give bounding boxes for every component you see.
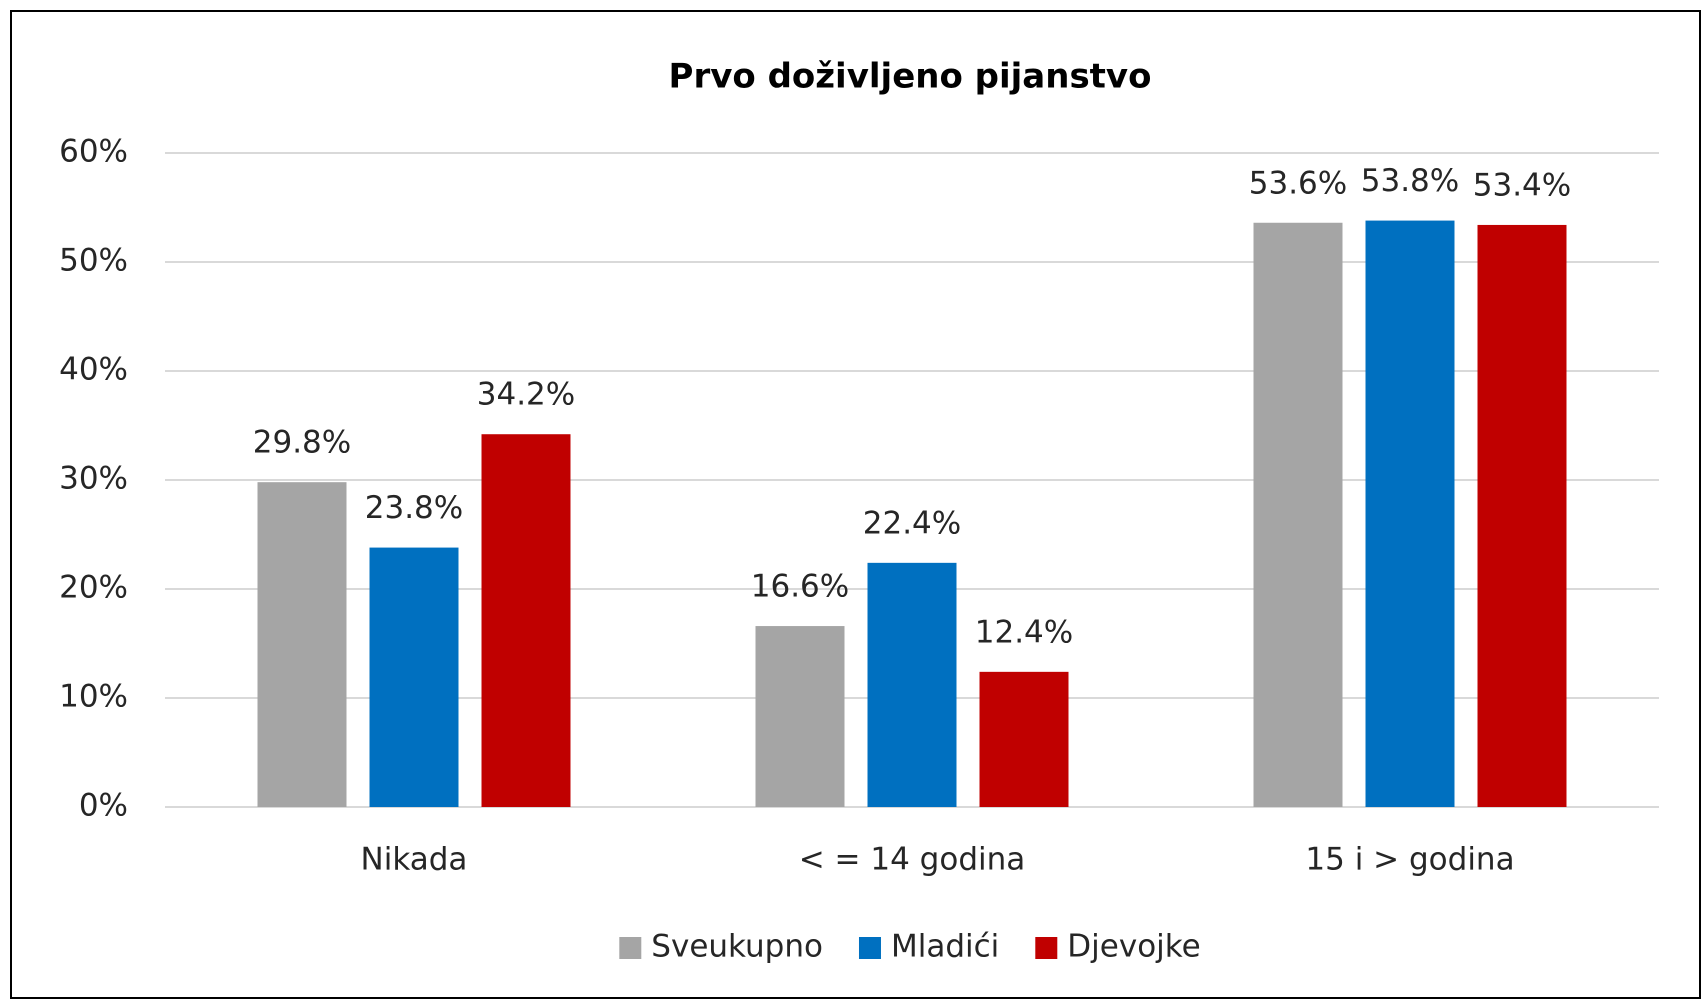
bar xyxy=(755,626,845,807)
x-tick-label: Nikada xyxy=(361,842,468,878)
data-label: 53.8% xyxy=(1361,163,1459,199)
y-tick-label: 30% xyxy=(59,461,128,497)
legend-swatch xyxy=(619,937,642,959)
y-tick-label: 60% xyxy=(59,134,128,170)
data-label: 16.6% xyxy=(751,569,849,605)
data-label: 53.4% xyxy=(1473,167,1571,203)
legend-label: Sveukupno xyxy=(651,929,823,965)
bar xyxy=(257,482,347,807)
x-tick-label: 15 i > godina xyxy=(1305,842,1514,878)
chart-title: Prvo doživljeno pijanstvo xyxy=(669,57,1152,97)
data-label: 29.8% xyxy=(253,425,351,461)
legend-swatch xyxy=(858,937,881,959)
legend-label: Djevojke xyxy=(1067,929,1200,965)
y-tick-label: 20% xyxy=(59,570,128,606)
bar xyxy=(1253,222,1343,807)
legend-label: Mladići xyxy=(891,929,999,965)
y-tick-label: 0% xyxy=(79,788,128,824)
y-tick-label: 40% xyxy=(59,352,128,388)
data-label: 53.6% xyxy=(1249,165,1347,201)
data-label: 22.4% xyxy=(863,505,961,541)
bar xyxy=(1477,224,1567,807)
bar xyxy=(481,434,571,807)
y-tick-label: 10% xyxy=(59,679,128,715)
bar xyxy=(867,562,957,807)
bar xyxy=(369,547,459,807)
x-tick-label: < = 14 godina xyxy=(799,842,1026,878)
y-tick-label: 50% xyxy=(59,243,128,279)
data-label: 23.8% xyxy=(365,490,463,526)
data-label: 12.4% xyxy=(975,614,1073,650)
bar xyxy=(1365,220,1455,807)
legend-swatch xyxy=(1035,937,1058,959)
bar xyxy=(979,671,1069,807)
data-label: 34.2% xyxy=(477,377,575,413)
